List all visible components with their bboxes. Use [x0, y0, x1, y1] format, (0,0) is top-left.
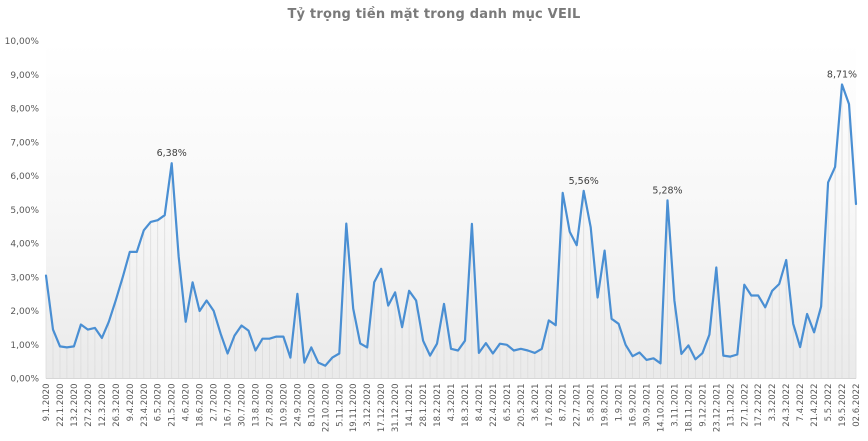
data-point-label: 6,38%: [157, 148, 187, 159]
x-tick-label: 19.11.2020: [349, 384, 359, 433]
x-tick-label: 22.10.2020: [321, 384, 331, 433]
y-tick-label: 7,00%: [10, 138, 39, 148]
y-tick-label: 10,00%: [5, 37, 40, 47]
x-tick-label: 6.5.2021: [503, 384, 513, 422]
x-tick-label: 3.11.2021: [670, 384, 680, 427]
x-tick-label: 14.1.2021: [405, 384, 415, 427]
x-tick-label: 27.2.2020: [84, 384, 94, 427]
x-tick-label: 17.2.2022: [754, 384, 764, 427]
x-tick-label: 5.8.2021: [587, 384, 597, 422]
x-tick-label: 26.3.2020: [112, 384, 122, 427]
x-tick-label: 19.8.2021: [601, 384, 611, 427]
x-tick-label: 7.4.2022: [796, 384, 806, 422]
x-tick-label: 23.4.2020: [140, 384, 150, 427]
x-tick-label: 3.3.2022: [768, 384, 778, 422]
x-tick-label: 17.12.2020: [377, 384, 387, 433]
x-tick-label: 9.1.2020: [42, 384, 52, 422]
y-tick-label: 9,00%: [10, 71, 39, 81]
x-tick-label: 22.4.2021: [489, 384, 499, 427]
x-tick-label: 31.12.2020: [391, 384, 401, 433]
x-tick-label: 22.7.2021: [573, 384, 583, 427]
x-tick-label: 19.5.2022: [838, 384, 848, 427]
x-tick-label: 18.3.2021: [461, 384, 471, 427]
x-tick-label: 18.6.2020: [196, 384, 206, 427]
x-tick-label: 8.4.2021: [475, 384, 485, 422]
x-tick-label: 10.9.2020: [279, 384, 289, 427]
x-tick-label: 16.9.2021: [629, 384, 639, 427]
y-axis-labels: 0,00% 1,00% 2,00% 3,00% 4,00% 5,00% 6,00% 7,00%…: [5, 37, 40, 385]
x-tick-label: 6.5.2020: [154, 384, 164, 422]
chart-title: Tỷ trọng tiền mặt trong danh mục VEIL: [287, 7, 581, 22]
data-point-label: 5,56%: [569, 176, 599, 187]
x-tick-label: 4.3.2021: [447, 384, 457, 422]
data-point-label: 8,71%: [827, 70, 857, 81]
x-tick-label: 27.1.2022: [740, 384, 750, 427]
y-tick-label: 8,00%: [10, 105, 39, 115]
x-tick-label: 27.8.2020: [265, 384, 275, 427]
y-tick-label: 1,00%: [10, 341, 39, 351]
x-tick-label: 02.6.2022: [852, 384, 862, 427]
data-line: [44, 83, 858, 367]
annotations: 6,38% 5,56% 5,28% 8,71%: [157, 70, 857, 197]
y-tick-label: 6,00%: [10, 172, 39, 182]
x-tick-label: 4.6.2020: [182, 384, 192, 422]
x-tick-label: 22.1.2020: [56, 384, 66, 427]
data-point-label: 5,28%: [652, 185, 682, 196]
x-tick-label: 23.12.2021: [712, 384, 722, 433]
x-tick-label: 8.7.2021: [559, 384, 569, 422]
x-tick-label: 17.6.2021: [545, 384, 555, 427]
x-tick-label: 18.2.2021: [433, 384, 443, 427]
x-tick-label: 18.11.2021: [684, 384, 694, 433]
x-tick-label: 24.9.2020: [293, 384, 303, 427]
y-tick-label: 5,00%: [10, 206, 39, 216]
drop-lines: [45, 84, 857, 379]
x-tick-label: 30.7.2020: [238, 384, 248, 427]
x-tick-label: 24.3.2022: [782, 384, 792, 427]
y-tick-label: 3,00%: [10, 273, 39, 283]
x-tick-label: 3.12.2020: [363, 384, 373, 427]
x-tick-label: 12.3.2020: [98, 384, 108, 427]
x-tick-label: 21.5.2020: [168, 384, 178, 427]
x-axis-labels: 9.1.2020 22.1.2020 13.2.2020 27.2.2020 12.3.…: [42, 384, 862, 433]
x-tick-label: 9.4.2020: [126, 384, 136, 422]
x-tick-label: 5.11.2020: [335, 384, 345, 427]
x-tick-label: 1.9.2021: [615, 384, 625, 422]
x-tick-label: 14.10.2021: [657, 384, 667, 433]
x-tick-label: 8.10.2020: [307, 384, 317, 427]
plot-background: [46, 41, 856, 379]
x-tick-label: 9.12.2021: [698, 384, 708, 427]
x-tick-label: 13.2.2020: [70, 384, 80, 427]
y-tick-label: 0,00%: [10, 375, 39, 385]
x-tick-label: 30.9.2021: [643, 384, 653, 427]
y-tick-label: 2,00%: [10, 307, 39, 317]
x-tick-label: 28.1.2021: [419, 384, 429, 427]
x-tick-label: 21.4.2022: [810, 384, 820, 427]
y-tick-label: 4,00%: [10, 240, 39, 250]
x-tick-label: 20.5.2021: [517, 384, 527, 427]
x-tick-label: 2.7.2020: [210, 384, 220, 422]
x-tick-label: 5.5.2022: [824, 384, 834, 422]
x-tick-label: 13.1.2022: [726, 384, 736, 427]
x-tick-label: 3.6.2021: [531, 384, 541, 422]
x-tick-label: 13.8.2020: [252, 384, 262, 427]
x-tick-label: 16.7.2020: [224, 384, 234, 427]
